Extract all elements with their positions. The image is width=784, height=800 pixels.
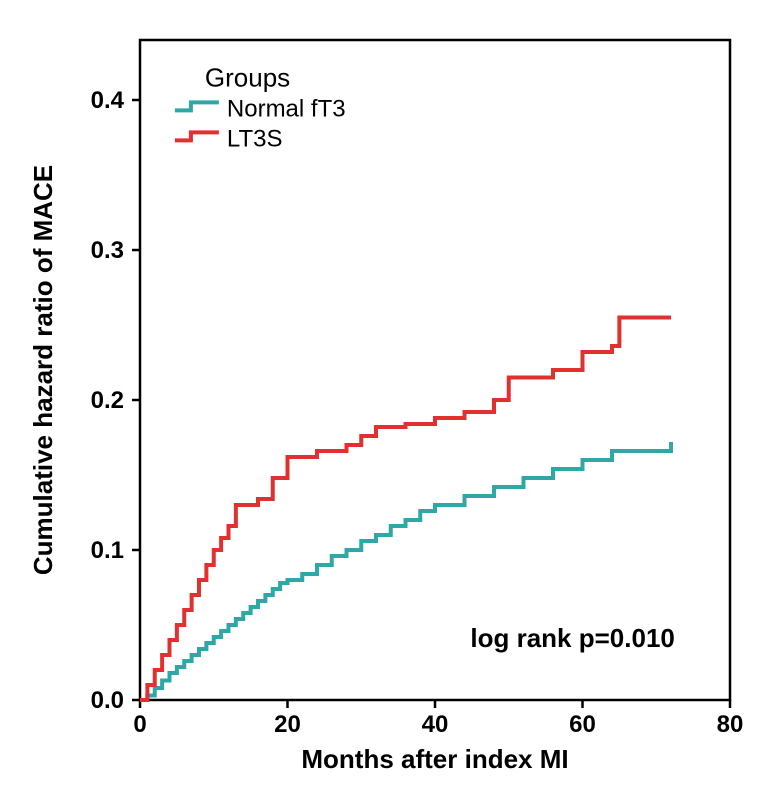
y-tick-label: 0.4 (91, 87, 125, 114)
legend-label: Normal fT3 (227, 95, 346, 122)
y-tick-label: 0.0 (91, 687, 124, 714)
x-axis-label: Months after index MI (301, 744, 568, 774)
y-tick-label: 0.3 (91, 237, 124, 264)
y-axis-label: Cumulative hazard ratio of MACE (28, 165, 58, 575)
legend-title: Groups (205, 62, 290, 92)
x-tick-label: 20 (274, 711, 301, 738)
x-tick-label: 0 (133, 711, 146, 738)
km-chart: 0 20 40 60 80 Months after index MI 0.0 0.1 0.2 0… (0, 0, 784, 800)
logrank-annotation: log rank p=0.010 (470, 623, 674, 653)
y-tick-label: 0.2 (91, 387, 124, 414)
x-tick-label: 60 (569, 711, 596, 738)
chart-svg: 0 20 40 60 80 Months after index MI 0.0 0.1 0.2 0… (0, 0, 784, 800)
y-tick-label: 0.1 (91, 537, 124, 564)
legend-label: LT3S (227, 125, 283, 152)
x-tick-label: 40 (422, 711, 449, 738)
x-tick-label: 80 (717, 711, 744, 738)
